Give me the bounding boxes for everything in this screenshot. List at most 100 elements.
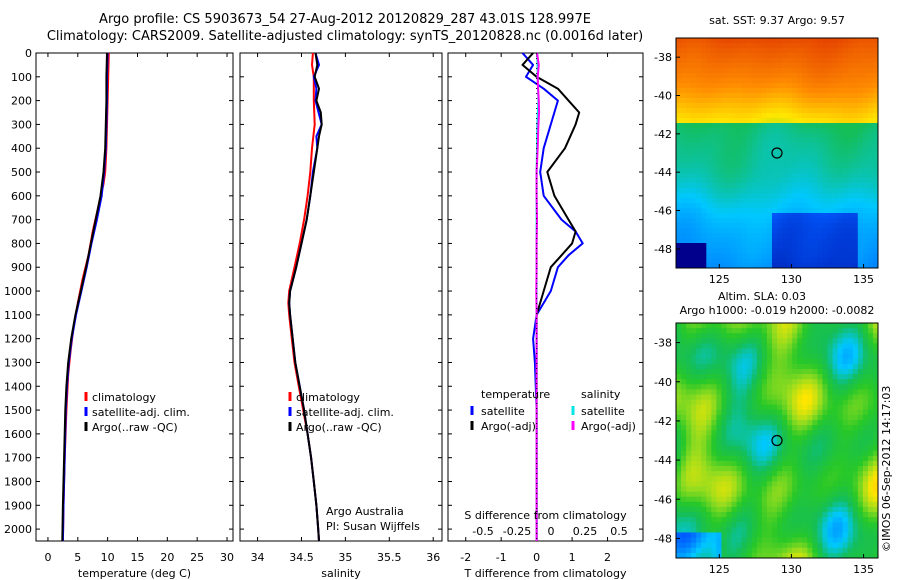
sla-map-cell	[701, 404, 707, 411]
sla-map-cell	[817, 414, 823, 421]
sst-map-cell	[766, 183, 773, 189]
sst-map-cell	[872, 113, 879, 119]
sla-map-cell	[832, 430, 838, 436]
sst-map-cell	[771, 88, 778, 94]
sst-map-cell	[857, 203, 864, 209]
sst-map-cell	[741, 63, 748, 69]
sst-map-cell	[736, 178, 743, 184]
sla-map-cell	[872, 455, 879, 462]
sst-map-cell	[741, 193, 748, 199]
sst-map-cell	[832, 183, 838, 189]
sla-map-cell	[792, 353, 798, 360]
sla-map-cell	[837, 517, 844, 523]
sst-map-cell	[862, 138, 869, 144]
sst-map-cell	[832, 218, 838, 224]
sst-map-cell	[777, 68, 783, 74]
sst-map-cell	[857, 73, 864, 79]
sst-map-cell	[852, 248, 859, 254]
sla-map-cell	[751, 445, 758, 452]
sst-map-cell	[726, 223, 732, 229]
sst-map-cell	[792, 98, 798, 104]
sst-map-cell	[872, 193, 879, 199]
sst-map-cell	[792, 178, 798, 184]
sst-map-cell	[681, 233, 687, 239]
sst-map-cell	[807, 63, 813, 69]
sla-map-cell	[771, 348, 778, 355]
sst-map-cell	[827, 153, 833, 159]
sla-map-cell	[716, 455, 722, 462]
sla-map-cell	[741, 455, 748, 462]
sla-map-cell	[706, 399, 712, 406]
sla-map-cell	[812, 496, 818, 503]
sla-map-cell	[837, 394, 844, 401]
sst-map-cell	[761, 173, 768, 179]
sst-map-cell	[701, 138, 707, 144]
sst-map-cell	[691, 258, 697, 264]
sla-map-cell	[817, 328, 823, 334]
sla-map-cell	[731, 404, 737, 411]
sst-map-cell	[802, 78, 808, 84]
sst-map-cell	[807, 53, 813, 59]
sst-map-cell	[822, 73, 828, 79]
sst-map-cell	[691, 83, 697, 89]
sst-map-cell	[822, 193, 828, 199]
sst-map-cell	[676, 58, 682, 64]
sla-map-cell	[832, 517, 838, 523]
sst-map-cell	[701, 108, 707, 114]
temperature-series-argo-raw-qc	[61, 52, 108, 542]
sla-map-cell	[721, 527, 727, 533]
sst-map-cell	[867, 228, 874, 234]
sst-map-cell	[802, 58, 808, 64]
sla-map-cell	[842, 368, 849, 375]
sla-map-cell	[862, 328, 869, 334]
sla-map-cell	[837, 374, 844, 380]
sst-map-cell	[802, 243, 808, 249]
sst-map-cell	[817, 78, 823, 84]
sla-map-cell	[842, 338, 849, 344]
sla-map-cell	[741, 394, 748, 401]
sla-map-cell	[761, 430, 768, 436]
sla-map-cell	[751, 455, 758, 462]
sla-map-cell	[676, 435, 682, 441]
sla-map-cell	[812, 338, 818, 344]
sla-map-cell	[686, 501, 692, 508]
sla-map-cell	[822, 476, 828, 482]
sla-map-cell	[751, 501, 758, 508]
sst-map-cell	[777, 233, 783, 239]
sla-map-cell	[857, 527, 864, 533]
sla-map-cell	[777, 414, 783, 421]
sst-map-cell	[676, 113, 682, 119]
sla-map-cell	[691, 537, 697, 544]
sst-map-cell	[817, 138, 823, 144]
sst-map-cell	[676, 78, 682, 84]
sst-map-cell	[716, 258, 722, 264]
sst-map-cell	[782, 258, 788, 264]
sst-map-cell	[691, 93, 697, 99]
sst-map-cell	[706, 128, 712, 134]
sst-map-cell	[787, 163, 793, 169]
sla-map-cell	[787, 547, 793, 554]
sla-map-cell	[777, 368, 783, 375]
sla-map-cell	[741, 358, 748, 365]
sst-map-cell	[696, 138, 702, 144]
sla-map-cell	[736, 328, 743, 334]
sst-map-cell	[696, 178, 702, 184]
sst-map-cell	[771, 108, 778, 114]
sst-map-cell	[792, 243, 798, 249]
sst-map-cell	[676, 213, 682, 219]
sla-map-cell	[766, 363, 773, 370]
sla-map-cell	[867, 445, 874, 452]
sla-map-cell	[701, 512, 707, 518]
sla-map-cell	[736, 435, 743, 441]
sst-map-cell	[847, 183, 854, 189]
sla-map-cell	[746, 358, 753, 365]
sst-map-cell	[817, 123, 823, 129]
sst-map-cell	[686, 88, 692, 94]
sla-map-cell	[842, 527, 849, 533]
sla-map-cell	[847, 445, 854, 452]
sla-map-cell	[716, 512, 722, 518]
sst-map-cell	[822, 128, 828, 134]
sst-map-cell	[721, 183, 727, 189]
sla-map-cell	[766, 368, 773, 375]
sst-map-cell	[872, 208, 879, 214]
